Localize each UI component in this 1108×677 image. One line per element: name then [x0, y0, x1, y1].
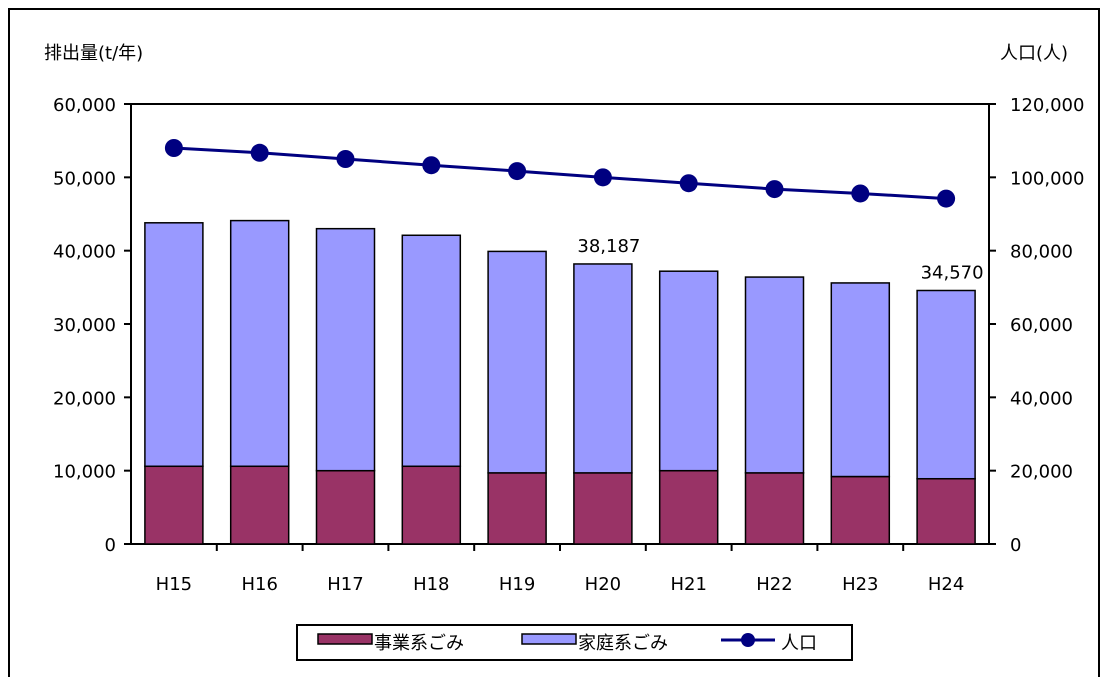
- population-point-H23: [851, 184, 870, 203]
- legend-marker-population: [741, 633, 755, 647]
- y-tick-label: 0: [105, 535, 116, 556]
- y-tick-label: 30,000: [53, 315, 116, 336]
- legend-label-population: 人口: [781, 633, 817, 654]
- bar-business-H16: [229, 465, 290, 545]
- bar-household-H19: [487, 250, 547, 474]
- population-line: [173, 146, 947, 201]
- labels-layer: 38,187 34,570: [577, 236, 983, 284]
- y2-tick-label: 60,000: [1010, 315, 1073, 336]
- x-tick-label-H17: H17: [327, 574, 363, 595]
- population-point-H19: [508, 162, 527, 181]
- legend-label-household: 家庭系ごみ: [578, 633, 668, 654]
- bar-household-H23: [830, 282, 891, 478]
- bar-business-H17: [315, 469, 376, 545]
- y-axis-title: 排出量(t/年): [44, 43, 143, 64]
- y-tick-label: 20,000: [53, 388, 116, 409]
- y2-axis-title: 人口(人): [1000, 43, 1068, 64]
- bar-business-H19: [487, 472, 547, 545]
- bar-business-H24: [916, 477, 976, 545]
- y2-tick-label: 0: [1010, 535, 1021, 556]
- legend-label-business: 事業系ごみ: [374, 633, 464, 654]
- bar-household-H17: [315, 227, 376, 472]
- bar-household-H21: [658, 270, 719, 472]
- legend-swatch-household: [521, 633, 577, 645]
- bar-household-H15: [144, 222, 204, 468]
- x-tick-label-H16: H16: [241, 574, 277, 595]
- y-tick-label: 50,000: [53, 168, 116, 189]
- legend: 事業系ごみ 家庭系ごみ 人口: [296, 624, 853, 661]
- bar-household-H22: [744, 276, 805, 474]
- y2-tick-label: 20,000: [1010, 462, 1073, 483]
- bar-household-H20: [573, 263, 633, 474]
- bars-layer: [144, 219, 976, 545]
- bar-business-H21: [658, 469, 719, 545]
- y2-tick-label: 40,000: [1010, 388, 1073, 409]
- bar-business-H20: [573, 472, 633, 545]
- legend-swatch-business: [317, 633, 373, 645]
- x-tick-label-H19: H19: [499, 574, 535, 595]
- population-point-H17: [336, 150, 355, 168]
- population-point-H20: [593, 168, 612, 187]
- x-tick-label-H21: H21: [670, 574, 706, 595]
- x-tick-label-H20: H20: [585, 574, 621, 595]
- bar-household-H18: [401, 234, 462, 468]
- x-tick-label-H22: H22: [756, 574, 792, 595]
- y2-tick-label: 120,000: [1010, 95, 1084, 116]
- total-label-H20: 38,187: [577, 236, 640, 257]
- line-layer: [164, 139, 956, 208]
- y-tick-label: 10,000: [53, 462, 116, 483]
- y2-tick-label: 80,000: [1010, 242, 1073, 263]
- bar-business-H22: [744, 472, 805, 545]
- population-point-H24: [937, 189, 956, 208]
- population-point-H22: [765, 180, 784, 199]
- total-label-H24: 34,570: [921, 262, 984, 283]
- population-point-H15: [164, 139, 183, 157]
- x-tick-label-H23: H23: [842, 574, 878, 595]
- population-point-H18: [422, 156, 441, 175]
- y-tick-label: 60,000: [53, 95, 116, 116]
- y2-tick-label: 100,000: [1010, 168, 1084, 189]
- bar-business-H18: [401, 465, 462, 545]
- population-point-H16: [250, 143, 269, 162]
- bar-household-H16: [229, 219, 290, 468]
- bar-business-H15: [144, 465, 204, 545]
- y-tick-label: 40,000: [53, 242, 116, 263]
- axes-layer: 0 10,000 20,000 30,000 40,000 50,000 60,000 0 20…: [53, 95, 1084, 595]
- population-point-H21: [679, 174, 698, 193]
- bar-business-H23: [830, 475, 891, 545]
- x-tick-label-H24: H24: [928, 574, 964, 595]
- x-tick-label-H15: H15: [156, 574, 192, 595]
- x-tick-label-H18: H18: [413, 574, 449, 595]
- bar-household-H24: [916, 289, 976, 480]
